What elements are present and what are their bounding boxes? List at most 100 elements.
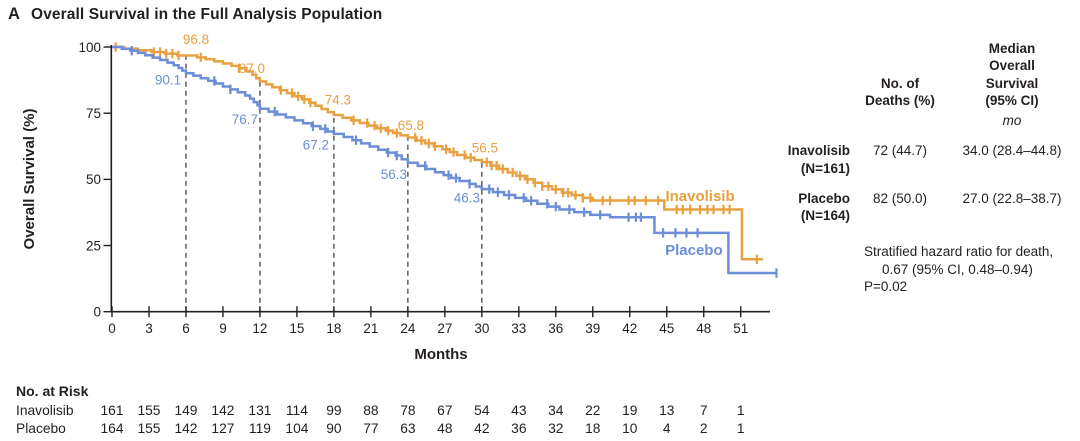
deaths-column-header: No. of Deaths (%)	[856, 75, 944, 110]
svg-text:6: 6	[182, 321, 190, 336]
svg-text:25: 25	[86, 238, 101, 253]
median-header-line: (95% CI)	[985, 92, 1039, 108]
svg-text:104: 104	[285, 421, 308, 436]
hazard-line: Stratified hazard ratio for death,	[864, 244, 1054, 260]
svg-text:1: 1	[737, 421, 745, 436]
x-tick-labels: 0 3 6 9 12 15 18 21 24 27 30 33 36 39 42 45 48 51	[108, 321, 748, 336]
svg-text:67: 67	[437, 403, 452, 418]
x-axis-label: Months	[414, 346, 467, 363]
svg-text:164: 164	[100, 421, 123, 436]
hazard-line: 0.67 (95% CI, 0.48–0.94)	[882, 261, 1033, 277]
svg-text:18: 18	[326, 321, 341, 336]
svg-text:56.3: 56.3	[381, 167, 407, 182]
placebo-curve	[112, 45, 777, 275]
svg-text:56.5: 56.5	[472, 141, 498, 156]
svg-text:10: 10	[622, 421, 638, 436]
svg-text:155: 155	[137, 421, 160, 436]
median-header-line: Survival	[985, 75, 1039, 91]
svg-text:36: 36	[511, 421, 527, 436]
svg-text:149: 149	[174, 403, 197, 418]
svg-text:46.3: 46.3	[454, 191, 480, 206]
svg-text:Inavolisib: Inavolisib	[16, 403, 74, 418]
svg-text:155: 155	[137, 403, 160, 418]
svg-text:15: 15	[289, 321, 304, 336]
panel-letter: A	[8, 5, 21, 23]
svg-text:4: 4	[663, 421, 671, 436]
svg-text:34: 34	[548, 403, 564, 418]
svg-text:30: 30	[474, 321, 489, 336]
hazard-ratio-note: Stratified hazard ratio for death, 0.67 …	[864, 243, 1080, 295]
summary-panel: No. of Deaths (%) Median Overall Surviva…	[772, 40, 1080, 295]
inavolisib-landmark-labels: 96.8 87.0 74.3 65.8 56.5	[183, 32, 498, 156]
svg-text:12: 12	[252, 321, 267, 336]
svg-text:Months: Months	[414, 346, 467, 363]
arm-n: (N=161)	[800, 160, 850, 176]
svg-text:161: 161	[100, 403, 123, 418]
placebo-censor-ticks	[130, 46, 778, 278]
svg-text:7: 7	[700, 403, 708, 418]
summary-header-row: No. of Deaths (%) Median Overall Surviva…	[772, 40, 1080, 109]
svg-text:No. at Risk: No. at Risk	[16, 383, 89, 399]
deaths-header-line: No. of	[880, 75, 920, 91]
svg-text:21: 21	[363, 321, 378, 336]
svg-text:90: 90	[326, 421, 342, 436]
svg-text:22: 22	[585, 403, 600, 418]
svg-text:33: 33	[511, 321, 526, 336]
summary-row-placebo: Placebo (N=164) 82 (50.0) 27.0 (22.8–38.…	[772, 190, 1080, 225]
svg-text:142: 142	[174, 421, 197, 436]
deaths-value: 72 (44.7)	[872, 143, 928, 159]
inavolisib-curve-label: Inavolisib	[665, 188, 734, 205]
inavolisib-series	[112, 45, 763, 261]
svg-text:63: 63	[400, 421, 416, 436]
deaths-value: 82 (50.0)	[872, 190, 928, 206]
svg-text:142: 142	[211, 403, 234, 418]
svg-text:42: 42	[474, 421, 489, 436]
svg-text:76.7: 76.7	[232, 112, 258, 127]
arm-name: Placebo	[798, 190, 850, 206]
svg-text:Inavolisib: Inavolisib	[665, 188, 734, 205]
svg-text:131: 131	[248, 403, 271, 418]
median-value: 34.0 (28.4–44.8)	[962, 143, 1062, 159]
svg-text:Placebo: Placebo	[665, 242, 723, 259]
svg-text:27: 27	[437, 321, 452, 336]
svg-text:65.8: 65.8	[398, 118, 424, 133]
deaths-header-line: Deaths (%)	[865, 92, 935, 108]
svg-text:74.3: 74.3	[325, 93, 351, 108]
svg-text:77: 77	[363, 421, 378, 436]
svg-text:18: 18	[585, 421, 601, 436]
svg-text:48: 48	[696, 321, 711, 336]
svg-text:99: 99	[326, 403, 342, 418]
svg-text:19: 19	[622, 403, 638, 418]
y-axis-label: Overall Survival (%)	[21, 109, 38, 250]
svg-text:Placebo: Placebo	[16, 421, 66, 436]
svg-text:48: 48	[437, 421, 453, 436]
summary-row-inavolisib: Inavolisib (N=161) 72 (44.7) 34.0 (28.4–…	[772, 142, 1080, 177]
svg-text:90.1: 90.1	[155, 73, 181, 88]
median-header-line: Median	[988, 41, 1036, 56]
arm-name: Inavolisib	[787, 143, 850, 159]
svg-text:127: 127	[211, 421, 234, 436]
placebo-landmark-labels: 90.1 76.7 67.2 56.3 46.3	[155, 73, 480, 206]
svg-text:45: 45	[659, 321, 674, 336]
landmark-dashed-lines	[185, 55, 483, 312]
svg-text:0: 0	[108, 321, 116, 336]
median-value: 27.0 (22.8–38.7)	[962, 190, 1062, 206]
figure-title-text: Overall Survival in the Full Analysis Po…	[31, 6, 383, 23]
median-header-line: Overall	[989, 58, 1035, 74]
svg-text:87.0: 87.0	[239, 61, 265, 76]
svg-text:96.8: 96.8	[183, 32, 209, 47]
svg-text:32: 32	[548, 421, 563, 436]
svg-text:39: 39	[585, 321, 600, 336]
svg-text:75: 75	[86, 106, 101, 121]
svg-text:51: 51	[733, 321, 748, 336]
svg-text:119: 119	[249, 421, 271, 436]
svg-text:67.2: 67.2	[303, 137, 329, 152]
svg-text:50: 50	[86, 172, 101, 187]
arm-n: (N=164)	[800, 208, 850, 224]
svg-text:0: 0	[93, 305, 101, 320]
hazard-line: P=0.02	[864, 278, 908, 294]
axes	[103, 45, 770, 318]
